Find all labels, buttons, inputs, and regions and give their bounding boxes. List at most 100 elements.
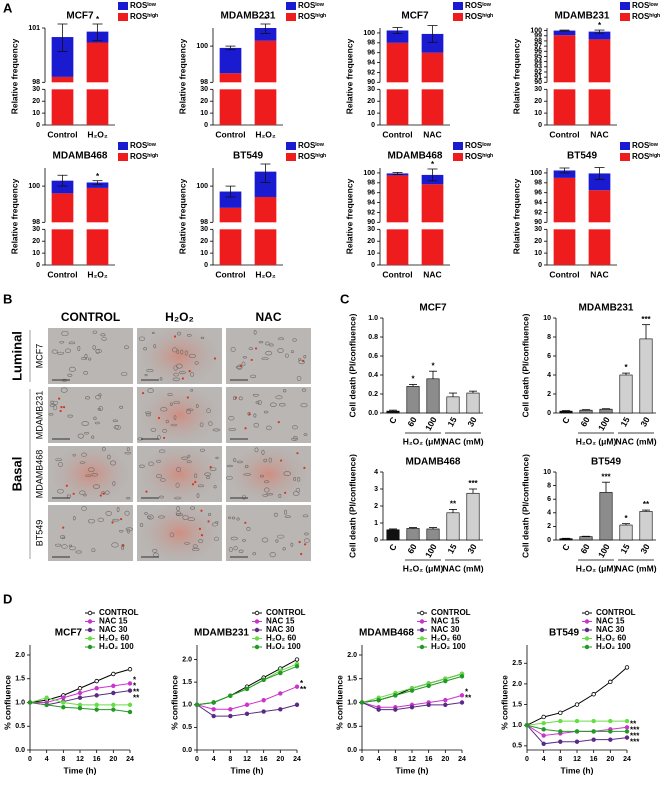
y-tick-label: 97 xyxy=(534,43,542,50)
point xyxy=(443,697,448,703)
cell xyxy=(101,337,107,341)
pi-signal xyxy=(191,483,195,486)
point xyxy=(77,690,83,696)
legend-marker xyxy=(419,619,425,624)
point xyxy=(541,714,546,720)
legend-marker xyxy=(87,636,93,641)
cell xyxy=(151,331,155,335)
y-axis-label: Cell death (PI/confluence) xyxy=(347,313,357,417)
y-tick-label: 1.5 xyxy=(15,676,25,683)
pi-signal xyxy=(157,416,161,420)
x-axis-label: Time (h) xyxy=(64,765,97,775)
y-tick-label: 99 xyxy=(534,33,542,40)
legend-swatch xyxy=(453,2,463,10)
bar-segment xyxy=(51,180,74,194)
bar-segment xyxy=(553,170,576,178)
pi-signal xyxy=(296,452,299,455)
y-tick-label: 0.8 xyxy=(368,334,378,341)
cell xyxy=(231,516,236,520)
point xyxy=(244,711,250,717)
bar-segment xyxy=(51,37,74,77)
y-tick-label: 0 xyxy=(204,122,208,129)
significance: *** xyxy=(601,472,611,481)
row-label: MDAMB468 xyxy=(34,450,44,499)
y-tick-label: 0 xyxy=(547,410,551,417)
cell xyxy=(148,461,154,467)
cell xyxy=(242,356,247,359)
legend-label: CONTROL xyxy=(266,608,306,617)
y-tick-label: 1.0 xyxy=(512,722,522,729)
column-header: CONTROL xyxy=(61,310,120,324)
cell xyxy=(263,410,269,414)
cell xyxy=(144,411,152,414)
legend-label: NAC 30 xyxy=(266,625,295,634)
x-tick-label: 12 xyxy=(243,756,251,763)
cell xyxy=(92,484,101,489)
pi-signal xyxy=(303,466,306,469)
point xyxy=(426,702,431,708)
point xyxy=(244,686,250,692)
point xyxy=(558,729,563,734)
x-tick-label: 30 xyxy=(465,542,479,555)
x-tick-label: C xyxy=(560,415,572,425)
cell xyxy=(52,400,59,405)
y-tick-label: 30 xyxy=(32,226,40,233)
bar xyxy=(639,511,653,541)
cell xyxy=(153,344,157,349)
bar-segment xyxy=(553,177,576,223)
point xyxy=(278,691,283,696)
x-tick-label: H₂O₂ xyxy=(87,129,108,139)
chart-title: BT549 xyxy=(549,628,579,639)
cell xyxy=(303,433,308,437)
x-tick-label: 4 xyxy=(542,756,546,763)
cell xyxy=(55,543,62,547)
legend-label: ROSʰⁱᵍʰ xyxy=(465,12,493,21)
cell xyxy=(211,522,218,527)
cell xyxy=(262,494,269,497)
x-tick-label: 30 xyxy=(465,415,479,428)
significance: * xyxy=(431,361,435,370)
cell xyxy=(261,537,269,543)
group-label: NAC (mM) xyxy=(615,563,656,573)
cell xyxy=(175,510,181,516)
x-tick-label: Control xyxy=(549,129,579,139)
legend-swatch xyxy=(286,13,296,21)
cell xyxy=(215,456,219,460)
cell xyxy=(238,396,243,401)
cell xyxy=(264,487,270,493)
cell xyxy=(98,406,103,412)
cell xyxy=(263,458,268,463)
y-axis-label: % confluence xyxy=(169,675,179,730)
significance: *** xyxy=(630,737,640,746)
cell xyxy=(290,350,294,354)
chart-title: MCF7 xyxy=(55,628,83,639)
cell xyxy=(160,478,166,482)
point xyxy=(541,733,546,738)
bar-segment xyxy=(588,173,611,191)
cell xyxy=(284,515,291,518)
bar-segment xyxy=(86,89,109,125)
chart-title: MCF7 xyxy=(419,303,447,314)
cell xyxy=(296,477,301,482)
cell xyxy=(197,484,205,488)
legend-label: H₂O₂ 60 xyxy=(99,634,130,643)
x-tick-label: H₂O₂ xyxy=(255,269,276,279)
panel-label: A xyxy=(3,0,13,15)
legend-swatch xyxy=(286,153,296,161)
y-axis-label: Relative frequency xyxy=(511,38,521,114)
legend-swatch xyxy=(286,2,296,10)
group-label: NAC (mM) xyxy=(615,436,656,446)
x-tick-label: 12 xyxy=(76,756,84,763)
bar xyxy=(406,386,420,414)
y-tick-label: 0 xyxy=(371,122,375,129)
legend-marker xyxy=(419,627,425,633)
y-tick-label: 96 xyxy=(367,190,375,197)
cell xyxy=(228,547,233,552)
cell xyxy=(182,515,189,521)
cell xyxy=(252,552,257,556)
row-label: MDAMB231 xyxy=(34,391,44,440)
chart-title: MDAMB231 xyxy=(578,303,633,314)
x-tick-label: 60 xyxy=(578,542,592,555)
legend-marker xyxy=(87,644,93,650)
y-axis-label: % confluence xyxy=(499,675,509,730)
